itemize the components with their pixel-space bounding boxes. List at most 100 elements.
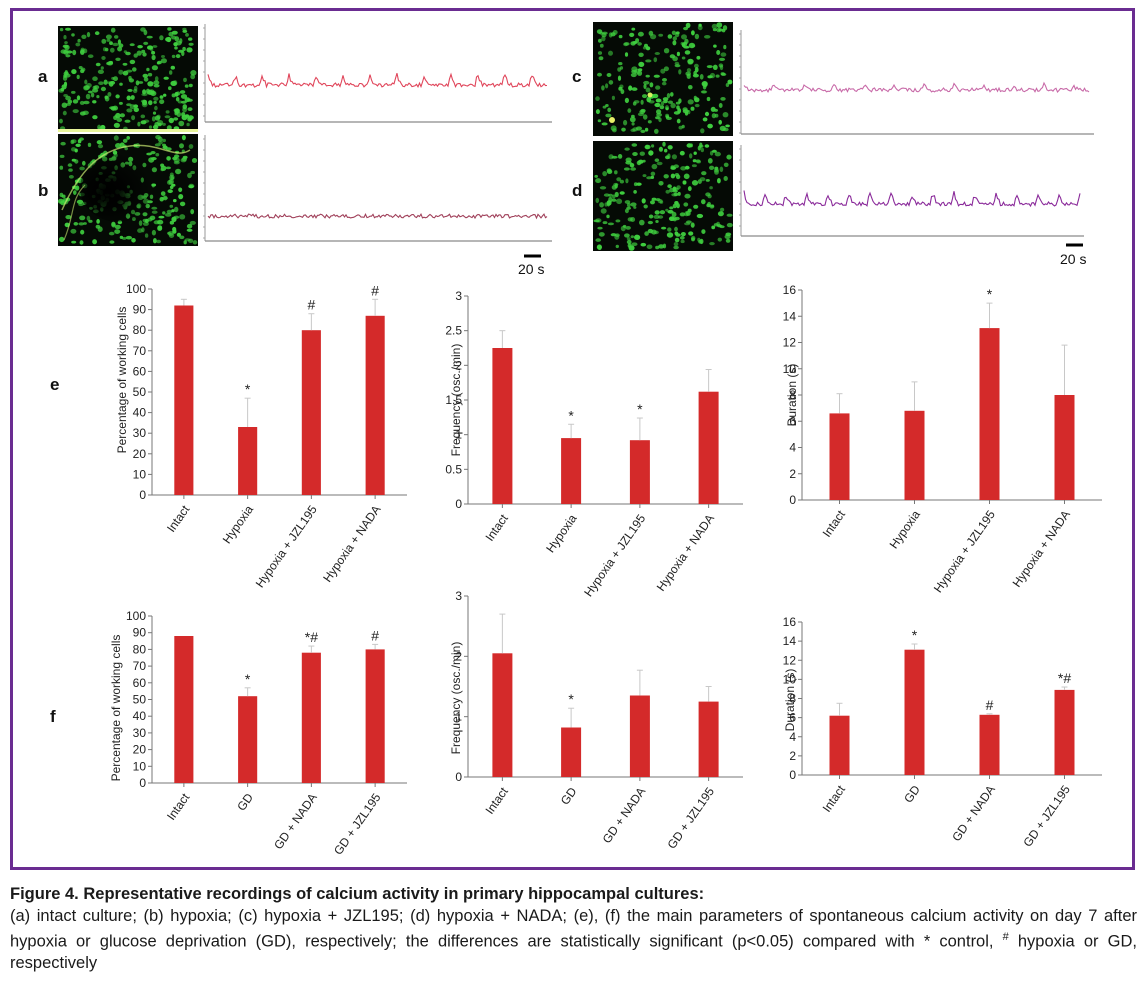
cell-dot — [701, 90, 707, 94]
category-label: GD + NADA — [949, 783, 998, 844]
cell-dot — [635, 126, 643, 131]
cell-dot — [665, 116, 672, 120]
cell-dot — [75, 143, 81, 147]
cell-dot — [643, 204, 648, 209]
category-label: Hypoxia + NADA — [1010, 508, 1073, 590]
cell-dot — [184, 97, 191, 103]
cell-dot — [617, 154, 623, 159]
cell-dot — [67, 163, 73, 167]
y-tick-label: 8 — [789, 692, 796, 706]
cell-dot — [183, 240, 187, 245]
trace-line — [207, 72, 548, 89]
cell-dot — [168, 117, 174, 124]
cell-dot — [684, 211, 689, 217]
bar — [698, 391, 719, 504]
cell-dot — [74, 148, 78, 153]
cell-dot — [673, 242, 679, 247]
cell-dot — [76, 74, 80, 80]
cell-dot — [637, 42, 642, 46]
cell-dot — [699, 144, 704, 148]
cell-dot — [163, 93, 167, 97]
cell-dot — [654, 210, 660, 215]
cell-dot — [187, 172, 192, 179]
cell-dot — [670, 165, 675, 170]
category-label: GD + JZL195 — [1020, 782, 1073, 849]
cell-dot — [141, 101, 148, 108]
cell-dot — [110, 47, 115, 53]
cell-dot — [71, 33, 75, 37]
cell-dot — [188, 37, 193, 41]
cell-dot — [174, 111, 178, 116]
cell-dot — [654, 128, 659, 134]
cell-dot — [716, 224, 722, 228]
cell-dot — [716, 50, 721, 55]
cell-dot — [697, 237, 701, 242]
cell-dot — [683, 26, 689, 31]
cell-dot — [633, 100, 640, 104]
cell-dot — [677, 191, 681, 196]
cell-dot — [80, 69, 85, 74]
cell-dot — [606, 168, 612, 173]
category-label: GD + JZL195 — [664, 784, 717, 851]
cell-dot — [68, 175, 74, 179]
category-label: Intact — [483, 511, 512, 544]
cell-dot — [691, 164, 697, 168]
cell-dot — [701, 171, 707, 176]
cell-dot — [118, 69, 124, 75]
cell-dot — [88, 90, 93, 94]
bright-cell — [609, 117, 615, 123]
y-tick-label: 16 — [783, 615, 797, 629]
y-axis-label: Frequency (osc./min) — [449, 642, 463, 755]
cell-dot — [97, 69, 104, 75]
cell-dot — [87, 142, 92, 147]
y-tick-label: 2.5 — [445, 324, 462, 338]
cell-dot — [108, 231, 115, 236]
cell-dot — [160, 58, 167, 64]
cell-dot — [602, 31, 608, 35]
cell-dot — [646, 244, 653, 250]
cell-dot — [159, 95, 164, 99]
cell-dot — [104, 95, 110, 102]
y-tick-label: 0 — [139, 488, 146, 502]
y-tick-label: 6 — [789, 711, 796, 725]
y-tick-label: 0 — [455, 770, 462, 784]
cell-dot — [599, 186, 607, 190]
cell-dot — [614, 183, 618, 189]
cell-dot — [92, 88, 99, 93]
y-tick-label: 60 — [133, 364, 147, 378]
cell-dot — [148, 125, 153, 129]
cell-dot — [170, 80, 177, 86]
cell-dot — [187, 117, 193, 122]
cell-dot — [171, 93, 176, 98]
cell-dot — [126, 108, 133, 113]
cell-dot — [76, 199, 84, 204]
cell-dot — [649, 82, 654, 88]
cell-dot — [726, 213, 733, 217]
category-label: GD + NADA — [600, 785, 649, 846]
cell-dot — [629, 116, 636, 123]
cell-dot — [157, 225, 163, 230]
cell-dot — [693, 204, 699, 209]
cell-dot — [151, 65, 158, 71]
cell-dot — [63, 49, 69, 55]
y-tick-label: 30 — [133, 726, 147, 740]
cell-dot — [153, 80, 160, 85]
cell-dot — [162, 138, 167, 143]
cell-dot — [86, 215, 91, 221]
cell-dot — [115, 143, 122, 149]
cell-dot — [188, 144, 194, 149]
cell-dot — [642, 114, 648, 120]
cell-dot — [92, 100, 97, 104]
cell-dot — [165, 110, 170, 114]
cell-dot — [639, 219, 645, 226]
cell-dot — [153, 84, 160, 88]
cell-dot — [623, 119, 628, 126]
cell-dot — [718, 57, 726, 62]
cell-dot — [624, 200, 631, 204]
y-tick-label: 14 — [783, 634, 797, 648]
cell-dot — [78, 66, 83, 70]
cell-dot — [72, 99, 79, 104]
cell-dot — [65, 27, 71, 31]
cell-dot — [629, 163, 635, 168]
cell-dot — [598, 38, 602, 43]
